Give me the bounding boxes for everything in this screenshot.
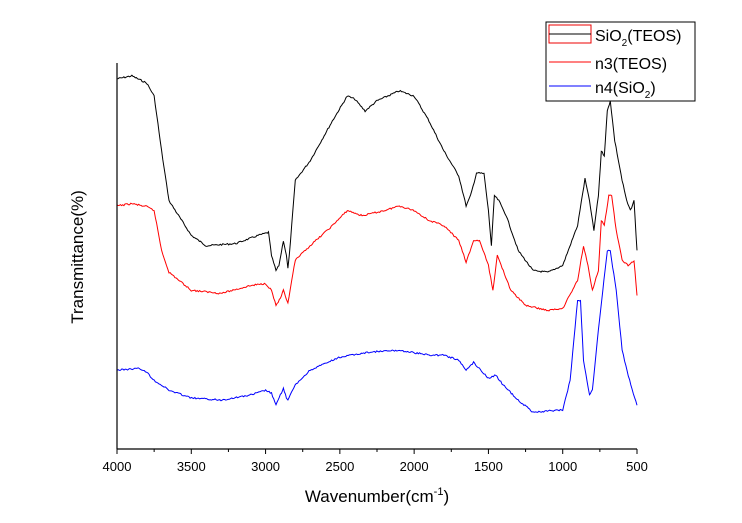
x-tick-label: 1500 — [474, 459, 503, 474]
series-layer — [116, 74, 638, 413]
x-tick-label: 1000 — [548, 459, 577, 474]
x-ticks: 4000 3500 3000 2500 2000 1500 1000 500 — [103, 449, 648, 474]
x-tick-label: 3000 — [251, 459, 280, 474]
x-tick-label: 500 — [626, 459, 648, 474]
x-tick-label: 4000 — [103, 459, 132, 474]
x-tick-label: 2500 — [325, 459, 354, 474]
series-line-n4-sio2 — [116, 249, 638, 413]
legend-label-sio2-teos: SiO2(TEOS) — [595, 28, 681, 49]
legend: SiO2(TEOS) n3(TEOS) n4(SiO2) — [545, 21, 696, 102]
series-line-n3-teos — [116, 194, 638, 312]
legend-label-n4-sio2: n4(SiO2) — [595, 80, 656, 101]
y-axis-label: Transmittance(%) — [68, 190, 87, 324]
series-line-sio2-teos — [116, 74, 638, 273]
legend-label-n3-teos: n3(TEOS) — [595, 56, 667, 73]
x-tick-label: 2000 — [400, 459, 429, 474]
x-axis-label: Wavenumber(cm-1) — [305, 486, 449, 506]
x-tick-label: 3500 — [177, 459, 206, 474]
